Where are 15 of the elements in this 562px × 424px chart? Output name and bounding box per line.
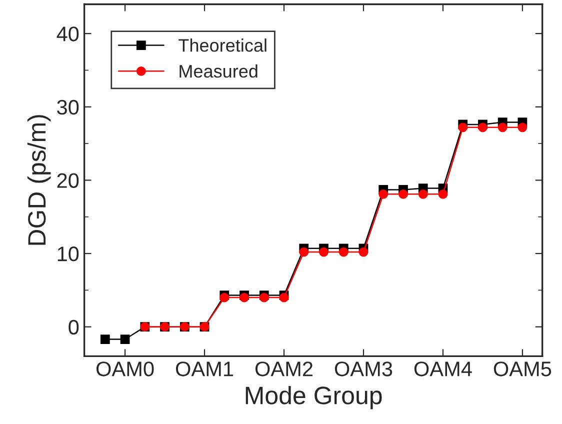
x-tick-label: OAM1 — [176, 362, 234, 376]
y-tick-label: 20 — [57, 173, 79, 188]
x-tick-label: OAM4 — [414, 362, 472, 376]
x-axis-title: Mode Group — [246, 386, 382, 410]
y-tick-label: 0 — [68, 320, 79, 335]
x-tick-label: OAM3 — [334, 362, 392, 376]
y-tick-label: 10 — [58, 246, 79, 262]
y-tick-label: 40 — [56, 26, 79, 42]
legend-label: Measured — [180, 64, 258, 78]
x-tick-label: OAM5 — [494, 362, 552, 376]
y-tick-label: 30 — [57, 100, 79, 115]
x-tick-label: OAM2 — [255, 362, 312, 376]
legend-label: Theoretical — [178, 38, 266, 52]
x-tick-label: OAM0 — [96, 362, 154, 376]
y-axis-title: DGD (ps/m) — [27, 115, 51, 245]
